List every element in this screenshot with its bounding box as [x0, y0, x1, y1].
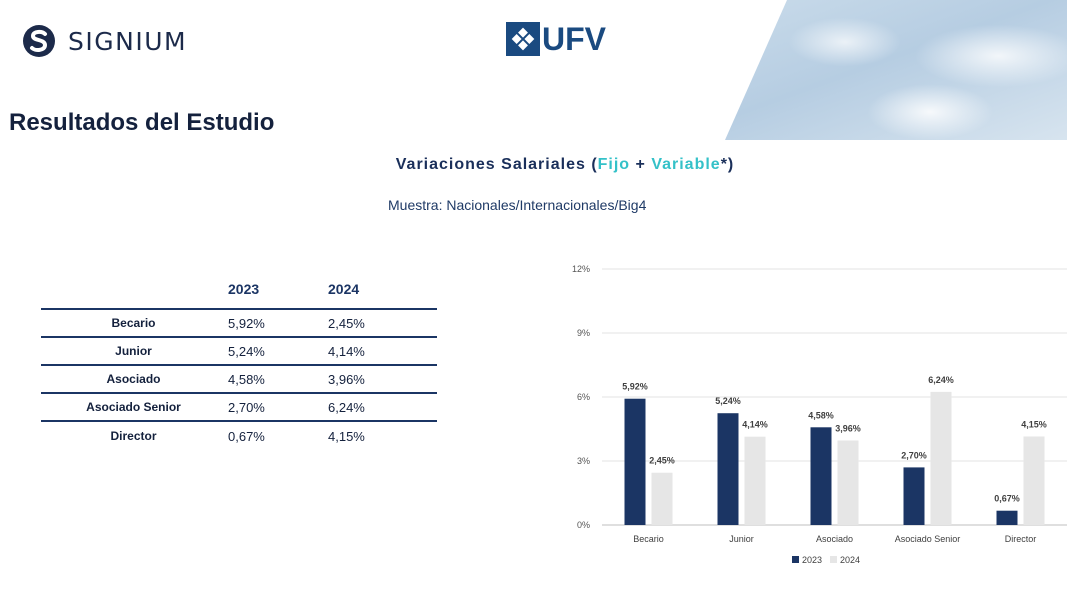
- ufv-emblem-icon: [506, 22, 540, 56]
- y-tick-label: 9%: [577, 328, 590, 338]
- data-label: 5,24%: [715, 396, 741, 406]
- subtitle-suffix: *): [720, 156, 735, 173]
- signium-wordmark: SIGNIUM: [68, 26, 188, 56]
- header-2024: 2024: [328, 281, 360, 297]
- legend-swatch: [830, 556, 837, 563]
- legend-label: 2023: [802, 555, 822, 565]
- row-label: Director: [110, 429, 157, 443]
- ufv-wordmark: UFV: [542, 21, 606, 57]
- legend-label: 2024: [840, 555, 860, 565]
- data-label: 5,92%: [622, 382, 648, 392]
- x-tick-label: Junior: [729, 534, 754, 544]
- bar-2023: [717, 413, 739, 525]
- y-tick-label: 12%: [572, 264, 590, 274]
- chart-subtitle: Variaciones Salariales (Fijo + Variable*…: [0, 156, 1067, 174]
- bar-2024: [837, 440, 859, 525]
- x-tick-label: Director: [1005, 534, 1037, 544]
- data-label: 6,24%: [928, 375, 954, 385]
- legend-swatch: [792, 556, 799, 563]
- header-2023: 2023: [228, 281, 260, 297]
- x-tick-label: Asociado: [816, 534, 853, 544]
- data-label: 0,67%: [994, 494, 1020, 504]
- cell-2024: 4,14%: [328, 343, 365, 359]
- signium-logo: SIGNIUM: [22, 22, 187, 60]
- cell-2023: 5,24%: [228, 343, 265, 359]
- subtitle-variable: Variable: [651, 156, 721, 173]
- data-label: 2,70%: [901, 450, 927, 460]
- bar-2023: [903, 467, 925, 525]
- sky-header-image: [725, 0, 1067, 140]
- data-label: 3,96%: [835, 424, 861, 434]
- table-row: Asociado Senior 2,70% 6,24%: [41, 394, 437, 422]
- data-label: 4,58%: [808, 410, 834, 420]
- signium-s-icon: [23, 25, 55, 57]
- data-label: 2,45%: [649, 456, 675, 466]
- row-label: Junior: [115, 344, 152, 358]
- bar-2023: [624, 398, 646, 525]
- page-title: Resultados del Estudio: [9, 109, 275, 136]
- x-tick-label: Becario: [633, 534, 664, 544]
- data-label: 4,15%: [1021, 419, 1047, 429]
- table-header: 2023 2024: [41, 270, 437, 310]
- cell-2023: 2,70%: [228, 399, 265, 415]
- subtitle-fijo: Fijo: [597, 156, 631, 173]
- row-label: Becario: [111, 316, 156, 330]
- bar-2024: [1023, 436, 1045, 525]
- bar-2024: [744, 436, 766, 525]
- cell-2024: 6,24%: [328, 399, 365, 415]
- data-label: 4,14%: [742, 420, 768, 430]
- bar-2024: [651, 472, 673, 525]
- y-tick-label: 0%: [577, 520, 590, 530]
- bar-2024: [930, 391, 952, 525]
- table-row: Asociado 4,58% 3,96%: [41, 366, 437, 394]
- cell-2024: 2,45%: [328, 315, 365, 331]
- table-row: Becario 5,92% 2,45%: [41, 310, 437, 338]
- y-tick-label: 6%: [577, 392, 590, 402]
- salary-table: 2023 2024 Becario 5,92% 2,45% Junior 5,2…: [41, 270, 437, 450]
- bar-2023: [810, 427, 832, 525]
- bar-2023: [996, 510, 1018, 525]
- cell-2023: 0,67%: [228, 428, 265, 444]
- subtitle-prefix: Variaciones Salariales (: [395, 156, 598, 173]
- cell-2023: 4,58%: [228, 371, 265, 387]
- table-row: Director 0,67% 4,15%: [41, 422, 437, 450]
- cell-2024: 4,15%: [328, 428, 365, 444]
- table-row: Junior 5,24% 4,14%: [41, 338, 437, 366]
- row-label: Asociado Senior: [86, 400, 181, 414]
- ufv-logo: UFV: [506, 22, 606, 56]
- x-tick-label: Asociado Senior: [895, 534, 961, 544]
- cell-2024: 3,96%: [328, 371, 365, 387]
- sample-note: Muestra: Nacionales/Internacionales/Big4: [388, 197, 647, 213]
- cell-2023: 5,92%: [228, 315, 265, 331]
- subtitle-plus: +: [630, 156, 652, 173]
- row-label: Asociado: [106, 372, 161, 386]
- y-tick-label: 3%: [577, 456, 590, 466]
- salary-variation-bar-chart: 0% 3% 6% 9% 12% 5,92% 2,45% Becario 5,24% 4,14% Ju…: [572, 264, 1067, 565]
